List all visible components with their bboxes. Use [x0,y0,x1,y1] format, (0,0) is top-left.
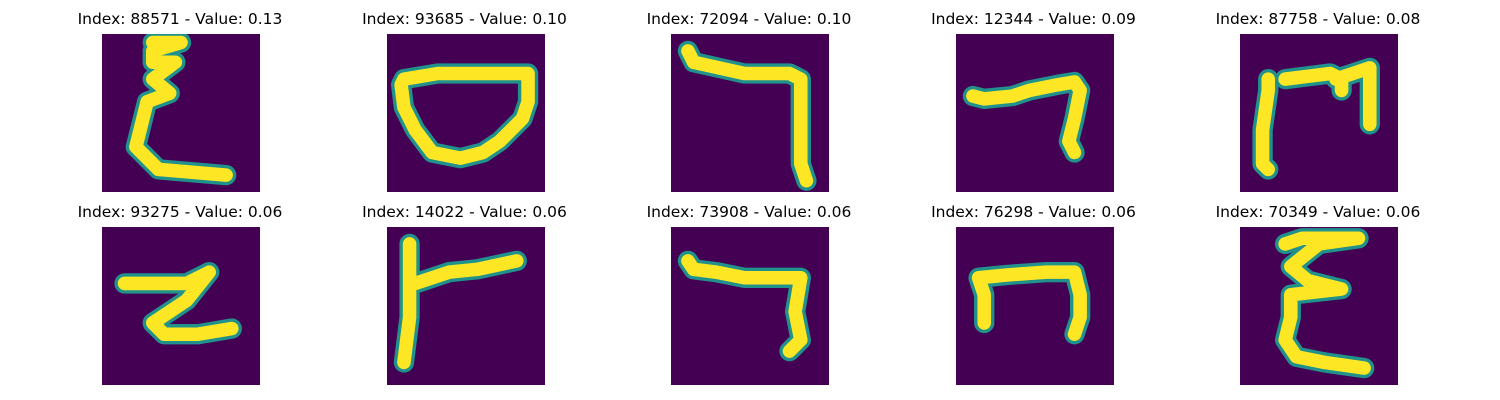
glyph-image [102,227,260,385]
glyph-image [1240,227,1398,385]
panel-title: Index: 93685 - Value: 0.10 [315,10,615,28]
value-value: 0.13 [247,10,283,28]
glyph-image [386,34,545,192]
z-shape [117,265,239,341]
index-label: Index: [362,10,415,28]
image-panel: Index: 72094 - Value: 0.10 [599,0,899,192]
glyph-image [955,227,1114,385]
panel-title: Index: 73908 - Value: 0.06 [599,203,899,221]
glyph-image [955,34,1114,192]
index-label: Index: [77,10,131,28]
panel-title: Index: 87758 - Value: 0.08 [1168,10,1468,28]
index-value: 87758 [1268,10,1318,28]
r-shape [396,237,524,370]
index-label: Index: [931,203,984,221]
index-label: Index: [1215,203,1269,221]
index-label: Index: [1215,10,1269,28]
value-label: - Value: [464,203,533,221]
value-label: - Value: [1317,10,1386,28]
panel-title: Index: 12344 - Value: 0.09 [884,10,1184,28]
index-label: Index: [646,10,700,28]
value-label: - Value: [179,10,248,28]
index-value: 14022 [414,203,465,221]
glyph-image [671,34,829,192]
panel-title: Index: 72094 - Value: 0.10 [599,10,899,28]
value-value: 0.10 [532,10,567,28]
glyph-image [1240,34,1398,192]
value-value: 0.10 [816,10,852,28]
hook-shape [965,75,1087,160]
index-value: 93275 [130,203,180,221]
value-label: - Value: [748,10,817,28]
n-shape [971,265,1087,341]
image-background [955,34,1114,192]
epsilon-shape [129,35,233,182]
value-value: 0.08 [1385,10,1421,28]
glyph-image [671,227,829,385]
index-value: 70349 [1268,203,1318,221]
image-panel: Index: 76298 - Value: 0.06 [884,193,1184,385]
value-value: 0.06 [247,203,283,221]
index-label: Index: [646,203,700,221]
index-label: Index: [77,203,131,221]
image-panel: Index: 73908 - Value: 0.06 [599,193,899,385]
value-value: 0.06 [816,203,852,221]
index-value: 88571 [130,10,180,28]
value-label: - Value: [1033,203,1102,221]
value-label: - Value: [179,203,248,221]
value-value: 0.06 [532,203,567,221]
value-label: - Value: [464,10,533,28]
panel-title: Index: 76298 - Value: 0.06 [884,203,1184,221]
panel-title: Index: 70349 - Value: 0.06 [1168,203,1468,221]
image-panel: Index: 14022 - Value: 0.06 [315,193,615,385]
glyph-image [102,34,260,192]
index-label: Index: [362,203,415,221]
index-label: Index: [931,10,984,28]
panel-title: Index: 88571 - Value: 0.13 [30,10,330,28]
value-value: 0.06 [1101,203,1136,221]
image-panel: Index: 93685 - Value: 0.10 [315,0,615,192]
image-panel: Index: 87758 - Value: 0.08 [1168,0,1468,192]
value-value: 0.06 [1385,203,1421,221]
panel-title: Index: 14022 - Value: 0.06 [315,203,615,221]
value-label: - Value: [748,203,817,221]
index-value: 72094 [699,10,749,28]
value-label: - Value: [1317,203,1386,221]
panel-title: Index: 93275 - Value: 0.06 [30,203,330,221]
value-label: - Value: [1033,10,1102,28]
image-panel: Index: 12344 - Value: 0.09 [884,0,1184,192]
glyph-image [386,227,545,385]
index-value: 93685 [414,10,465,28]
hook-shape [681,44,814,188]
epsilon-shape [1278,231,1371,375]
arch-shape [1255,61,1377,177]
value-value: 0.09 [1101,10,1136,28]
index-value: 76298 [983,203,1034,221]
index-value: 73908 [699,203,749,221]
image-panel: Index: 93275 - Value: 0.06 [30,193,330,385]
image-panel: Index: 70349 - Value: 0.06 [1168,193,1468,385]
index-value: 12344 [983,10,1034,28]
hook-shape [681,254,808,358]
bowl-shape [393,66,535,165]
image-panel: Index: 88571 - Value: 0.13 [30,0,330,192]
